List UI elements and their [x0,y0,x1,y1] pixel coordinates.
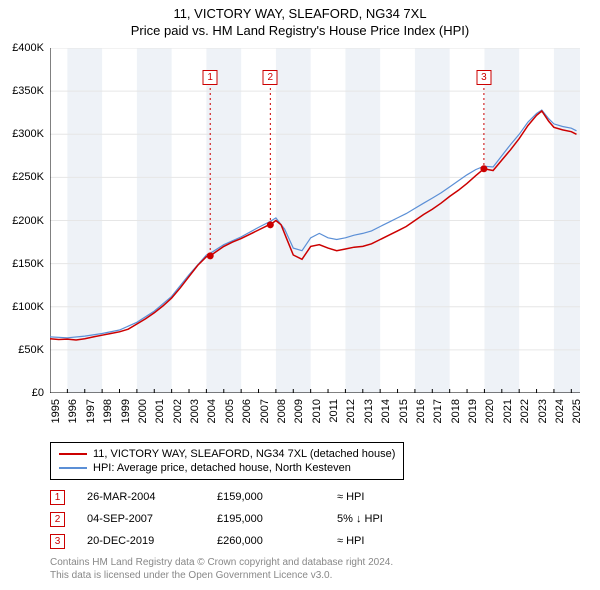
x-tick-label: 2019 [467,399,479,423]
legend-item: 11, VICTORY WAY, SLEAFORD, NG34 7XL (det… [59,447,395,461]
sale-price: £159,000 [217,491,337,503]
x-tick-label: 2011 [328,399,340,423]
sale-marker-badge: 2 [263,70,278,85]
sale-row: 2 04-SEP-2007£195,0005% ↓ HPI [50,508,437,530]
x-tick-label: 2024 [554,399,566,423]
chart-area: 1 2 3 [50,48,580,393]
x-tick-label: 2018 [450,399,462,423]
sale-row: 3 20-DEC-2019£260,000≈ HPI [50,530,437,552]
sale-hpi: ≈ HPI [337,535,437,547]
x-tick-label: 2023 [537,399,549,423]
sale-price: £260,000 [217,535,337,547]
chart-container: 11, VICTORY WAY, SLEAFORD, NG34 7XL Pric… [0,0,600,590]
x-tick-label: 2014 [380,399,392,423]
attribution: Contains HM Land Registry data © Crown c… [50,556,393,582]
sale-row-badge: 3 [50,534,65,549]
legend-swatch [59,453,87,455]
x-tick-label: 1997 [85,399,97,423]
x-tick-label: 2009 [293,399,305,423]
y-tick-label: £300K [12,128,44,140]
sale-marker-badge: 1 [203,70,218,85]
y-tick-label: £200K [12,215,44,227]
x-tick-label: 2012 [345,399,357,423]
x-tick-label: 2025 [571,399,583,423]
legend: 11, VICTORY WAY, SLEAFORD, NG34 7XL (det… [50,442,404,480]
x-tick-label: 2001 [154,399,166,423]
x-tick-label: 2008 [276,399,288,423]
sale-row: 1 26-MAR-2004£159,000≈ HPI [50,486,437,508]
attribution-line-1: Contains HM Land Registry data © Crown c… [50,556,393,569]
x-tick-label: 2010 [311,399,323,423]
sale-row-badge: 2 [50,512,65,527]
x-tick-label: 2020 [484,399,496,423]
y-tick-label: £150K [12,258,44,270]
x-tick-label: 1998 [102,399,114,423]
y-tick-label: £250K [12,171,44,183]
x-tick-label: 2002 [172,399,184,423]
sale-date: 20-DEC-2019 [87,535,217,547]
attribution-line-2: This data is licensed under the Open Gov… [50,569,393,582]
y-axis: £0£50K£100K£150K£200K£250K£300K£350K£400… [0,48,48,393]
y-tick-label: £350K [12,85,44,97]
y-tick-label: £400K [12,42,44,54]
sale-marker-badge: 3 [476,70,491,85]
x-tick-label: 2015 [398,399,410,423]
page-title: 11, VICTORY WAY, SLEAFORD, NG34 7XL [0,0,600,21]
legend-label: HPI: Average price, detached house, Nort… [93,462,351,474]
sale-date: 26-MAR-2004 [87,491,217,503]
sale-date: 04-SEP-2007 [87,513,217,525]
x-tick-label: 2000 [137,399,149,423]
x-axis: 1995 1996 1997 1998 1999 2000 2001 2002 2003 2004… [50,395,580,445]
x-tick-label: 2007 [259,399,271,423]
x-tick-label: 2004 [206,399,218,423]
x-tick-label: 1996 [67,399,79,423]
legend-item: HPI: Average price, detached house, Nort… [59,461,395,475]
legend-label: 11, VICTORY WAY, SLEAFORD, NG34 7XL (det… [93,448,395,460]
y-tick-label: £50K [18,344,44,356]
y-tick-label: £0 [32,387,44,399]
sale-hpi: ≈ HPI [337,491,437,503]
x-tick-label: 2013 [363,399,375,423]
x-tick-label: 2017 [432,399,444,423]
page-subtitle: Price paid vs. HM Land Registry's House … [0,21,600,42]
x-tick-label: 1995 [50,399,62,423]
sales-table: 126-MAR-2004£159,000≈ HPI204-SEP-2007£19… [50,486,437,552]
sale-price: £195,000 [217,513,337,525]
sale-row-badge: 1 [50,490,65,505]
x-tick-label: 2021 [502,399,514,423]
legend-swatch [59,467,87,469]
sale-hpi: 5% ↓ HPI [337,513,437,525]
x-tick-label: 1999 [120,399,132,423]
y-tick-label: £100K [12,301,44,313]
x-tick-label: 2006 [241,399,253,423]
x-tick-label: 2003 [189,399,201,423]
chart-svg [50,48,580,393]
x-tick-label: 2022 [519,399,531,423]
x-tick-label: 2005 [224,399,236,423]
x-tick-label: 2016 [415,399,427,423]
